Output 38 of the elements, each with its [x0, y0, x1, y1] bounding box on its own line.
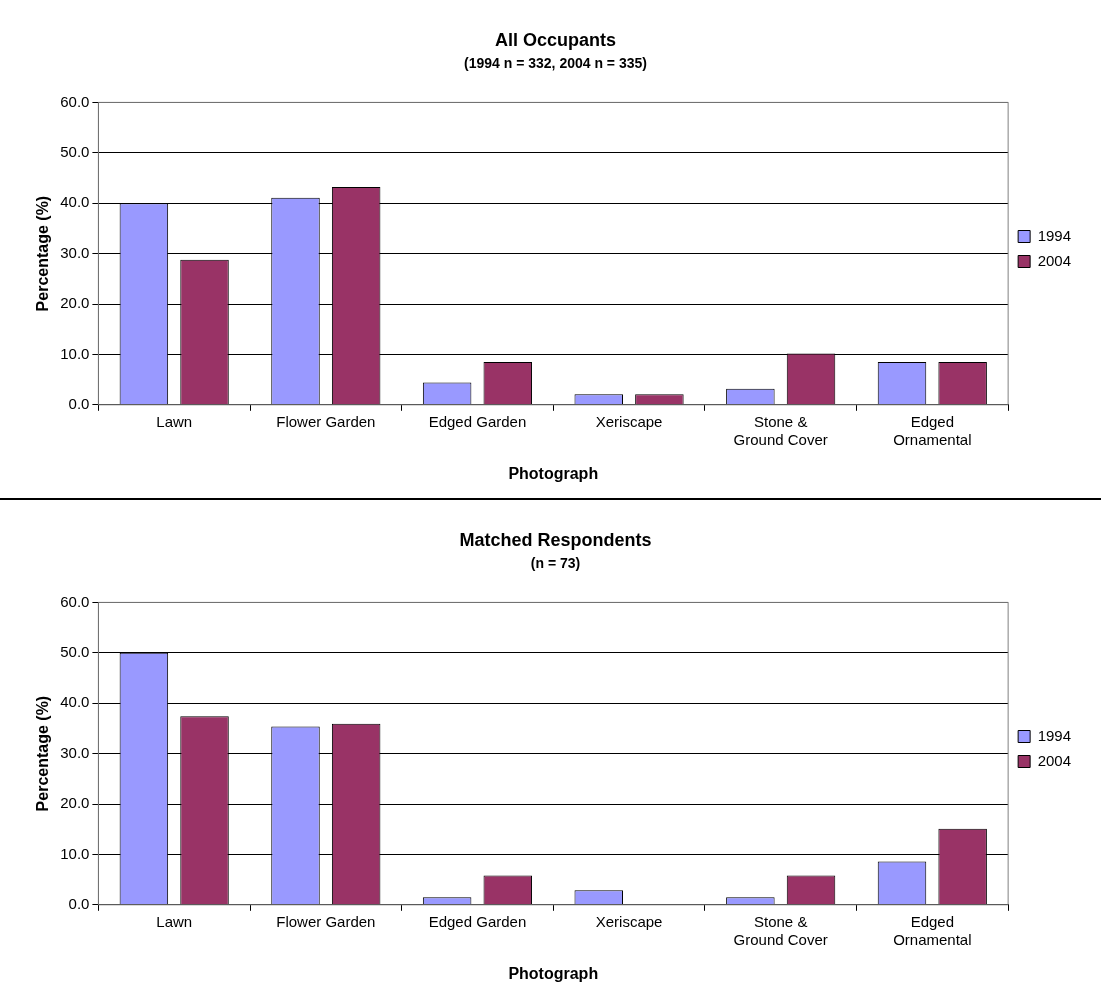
- x-axis-title: Photograph: [508, 964, 599, 982]
- x-tick-label: Lawn: [156, 912, 193, 930]
- y-tick-label: 20.0: [60, 294, 90, 312]
- y-tick-label: 0.0: [68, 394, 90, 412]
- y-tick-label: 10.0: [60, 344, 90, 362]
- legend-label: 1994: [1037, 226, 1072, 244]
- y-tick-label: 50.0: [60, 642, 90, 660]
- x-tick-label: Edged Garden: [428, 412, 527, 430]
- y-tick-label: 60.0: [60, 92, 90, 110]
- chart-subtitle: (n = 73): [530, 554, 581, 571]
- legend-label: 2004: [1037, 751, 1072, 769]
- y-tick-label: 40.0: [60, 193, 90, 211]
- x-tick-label: Edged Ornamental: [893, 412, 972, 448]
- chart-title: All Occupants: [494, 29, 617, 50]
- x-tick-label: Stone & Ground Cover: [733, 912, 828, 948]
- x-tick-label: Stone & Ground Cover: [733, 412, 828, 448]
- x-tick-label: Flower Garden: [276, 412, 376, 430]
- y-axis-title: Percentage (%): [34, 195, 52, 312]
- y-tick-label: 30.0: [60, 743, 90, 761]
- y-tick-label: 10.0: [60, 844, 90, 862]
- y-tick-label: 20.0: [60, 794, 90, 812]
- x-tick-label: Lawn: [156, 412, 193, 430]
- y-axis-title: Percentage (%): [34, 695, 52, 812]
- x-tick-label: Flower Garden: [276, 912, 376, 930]
- y-tick-label: 30.0: [60, 243, 90, 261]
- y-tick-label: 0.0: [68, 894, 90, 912]
- x-tick-label: Edged Garden: [428, 912, 527, 930]
- x-tick-label: Edged Ornamental: [893, 912, 972, 948]
- y-tick-label: 60.0: [60, 592, 90, 610]
- y-tick-label: 40.0: [60, 693, 90, 711]
- y-tick-label: 50.0: [60, 142, 90, 160]
- x-tick-label: Xeriscape: [595, 412, 663, 430]
- legend-label: 1994: [1037, 726, 1072, 744]
- chart-subtitle: (1994 n = 332, 2004 n = 335): [464, 54, 647, 71]
- legend-label: 2004: [1037, 251, 1072, 269]
- x-axis-title: Photograph: [508, 464, 599, 482]
- x-tick-label: Xeriscape: [595, 912, 663, 930]
- chart-title: Matched Respondents: [459, 529, 652, 550]
